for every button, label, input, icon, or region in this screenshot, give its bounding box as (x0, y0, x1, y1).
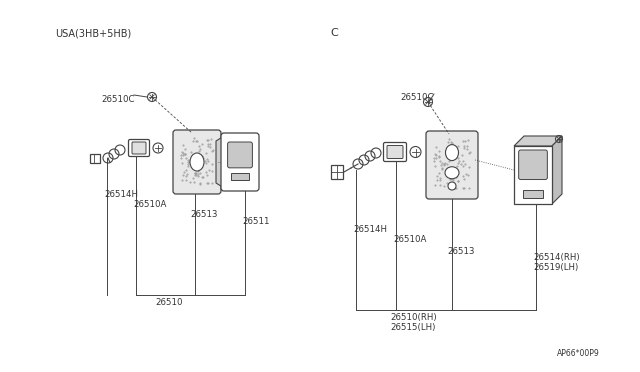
Ellipse shape (190, 153, 204, 171)
FancyBboxPatch shape (522, 190, 543, 198)
FancyBboxPatch shape (514, 146, 552, 204)
FancyBboxPatch shape (90, 154, 100, 163)
Text: 26510(RH): 26510(RH) (390, 313, 436, 322)
FancyBboxPatch shape (173, 130, 221, 194)
Text: 26510A: 26510A (133, 200, 166, 209)
FancyBboxPatch shape (518, 150, 547, 180)
Text: USA(3HB+5HB): USA(3HB+5HB) (55, 28, 131, 38)
Text: 26515(LH): 26515(LH) (390, 323, 435, 332)
Polygon shape (552, 136, 562, 204)
Text: 26514H: 26514H (104, 190, 138, 199)
FancyBboxPatch shape (383, 142, 406, 161)
FancyBboxPatch shape (231, 173, 249, 180)
Text: 26514H: 26514H (353, 225, 387, 234)
FancyBboxPatch shape (331, 165, 343, 179)
Text: 26513: 26513 (190, 210, 218, 219)
Polygon shape (514, 136, 562, 146)
Text: 26514(RH): 26514(RH) (533, 253, 580, 262)
Text: C: C (330, 28, 338, 38)
Text: 26510: 26510 (155, 298, 182, 307)
Ellipse shape (445, 145, 458, 161)
Text: 26510A: 26510A (393, 235, 426, 244)
FancyBboxPatch shape (221, 133, 259, 191)
Text: 26510C: 26510C (400, 93, 433, 102)
FancyBboxPatch shape (426, 131, 478, 199)
Text: AP66*00P9: AP66*00P9 (557, 349, 600, 358)
FancyBboxPatch shape (132, 142, 146, 154)
Text: 26519(LH): 26519(LH) (533, 263, 579, 272)
Ellipse shape (445, 167, 459, 179)
FancyBboxPatch shape (387, 145, 403, 158)
FancyBboxPatch shape (129, 140, 150, 157)
FancyBboxPatch shape (228, 142, 252, 168)
Circle shape (448, 182, 456, 190)
Text: 26511: 26511 (242, 217, 269, 226)
Text: 26510C: 26510C (101, 95, 134, 104)
Text: 26513: 26513 (447, 247, 474, 256)
Polygon shape (216, 136, 224, 188)
